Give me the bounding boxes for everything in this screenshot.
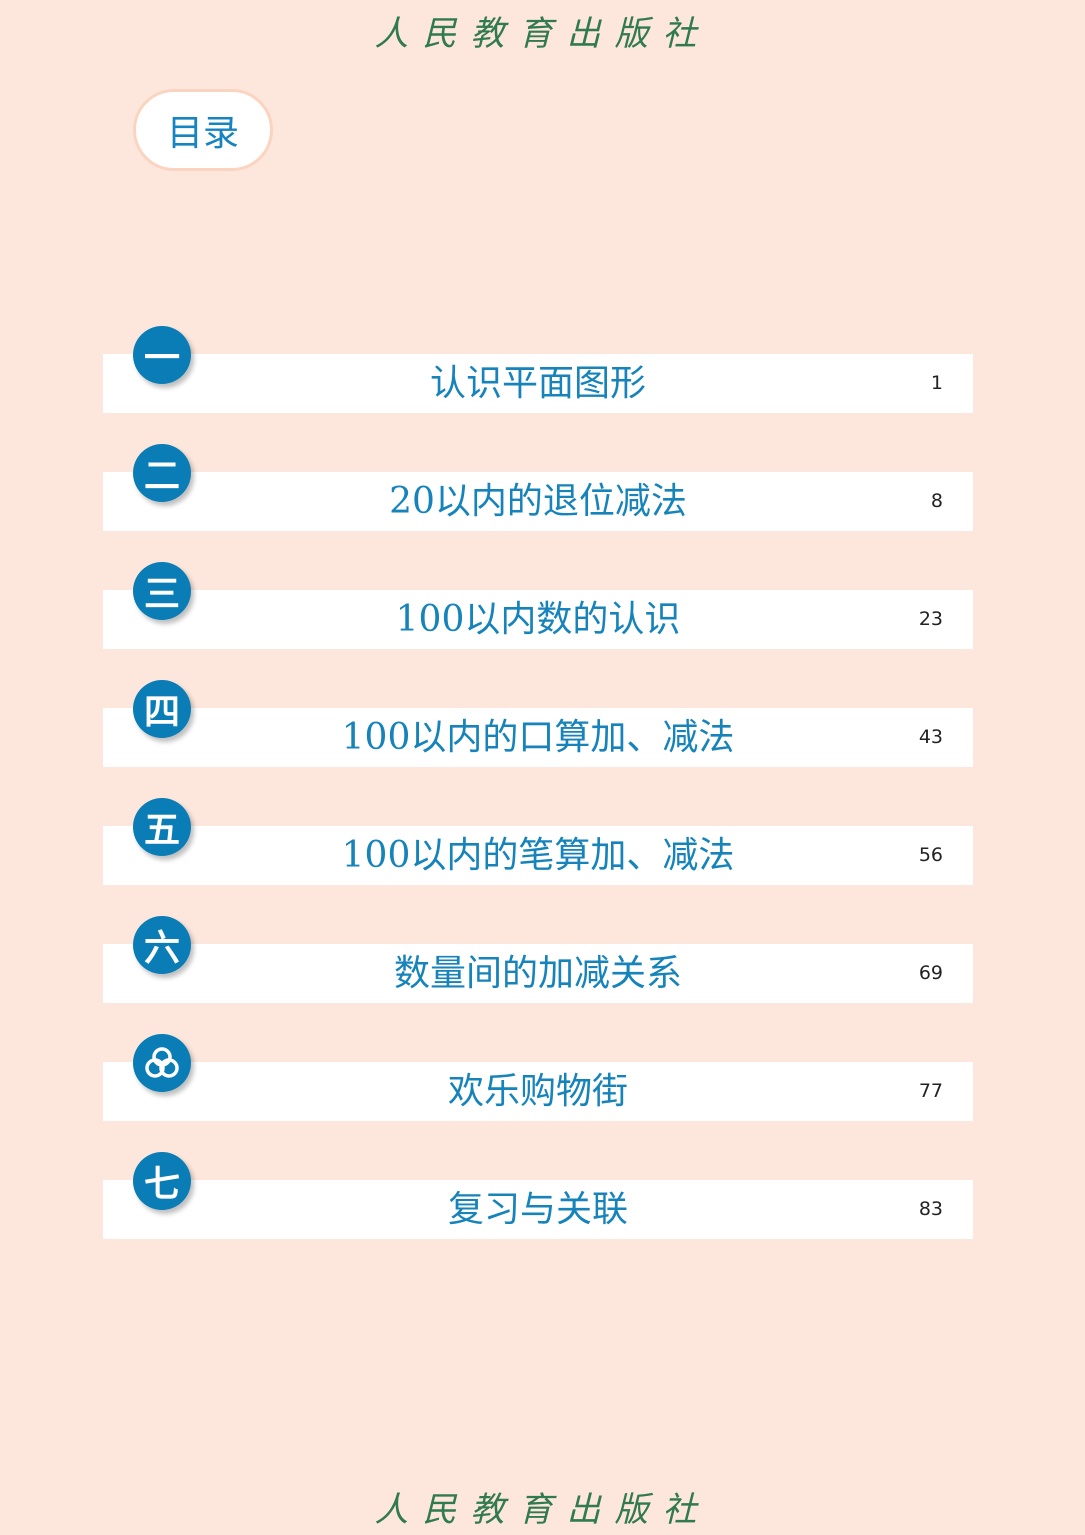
toc-entry[interactable]: 100以内数的认识 23 — [103, 590, 973, 649]
chapter-number-badge: 一 — [133, 326, 191, 384]
page-number: 1 — [930, 372, 943, 394]
chapter-number-badge: 六 — [133, 916, 191, 974]
toc-title: 目录 — [133, 89, 273, 171]
page-number: 83 — [918, 1198, 943, 1220]
chapter-title: 100以内的口算加、减法 — [341, 717, 735, 758]
toc-entry[interactable]: 欢乐购物街 77 — [103, 1062, 973, 1121]
trefoil-icon — [133, 1034, 191, 1092]
toc-entry[interactable]: 20以内的退位减法 8 — [103, 472, 973, 531]
chapter-number-badge: 四 — [133, 680, 191, 738]
page-number: 77 — [918, 1080, 943, 1102]
chapter-title: 欢乐购物街 — [447, 1071, 628, 1112]
page-number: 56 — [918, 844, 943, 866]
toc-entry[interactable]: 数量间的加减关系 69 — [103, 944, 973, 1003]
toc-entry[interactable]: 认识平面图形 1 — [103, 354, 973, 413]
chapter-number-badge: 二 — [133, 444, 191, 502]
publisher-logo-top: 人民教育出版社 — [374, 14, 711, 54]
publisher-logo-bottom: 人民教育出版社 — [374, 1490, 711, 1530]
chapter-title: 复习与关联 — [447, 1189, 628, 1230]
page-number: 23 — [918, 608, 943, 630]
chapter-title: 认识平面图形 — [429, 363, 646, 404]
page-number: 8 — [930, 490, 943, 512]
chapter-title: 数量间的加减关系 — [393, 953, 682, 994]
chapter-title: 100以内的笔算加、减法 — [341, 835, 735, 876]
chapter-number-badge: 七 — [133, 1152, 191, 1210]
page-number: 43 — [918, 726, 943, 748]
toc-entry[interactable]: 复习与关联 83 — [103, 1180, 973, 1239]
toc-entry[interactable]: 100以内的笔算加、减法 56 — [103, 826, 973, 885]
toc-entry[interactable]: 100以内的口算加、减法 43 — [103, 708, 973, 767]
page-number: 69 — [918, 962, 943, 984]
chapter-title: 20以内的退位减法 — [389, 481, 687, 522]
chapter-number-badge: 三 — [133, 562, 191, 620]
chapter-number-badge: 五 — [133, 798, 191, 856]
chapter-title: 100以内数的认识 — [395, 599, 681, 640]
